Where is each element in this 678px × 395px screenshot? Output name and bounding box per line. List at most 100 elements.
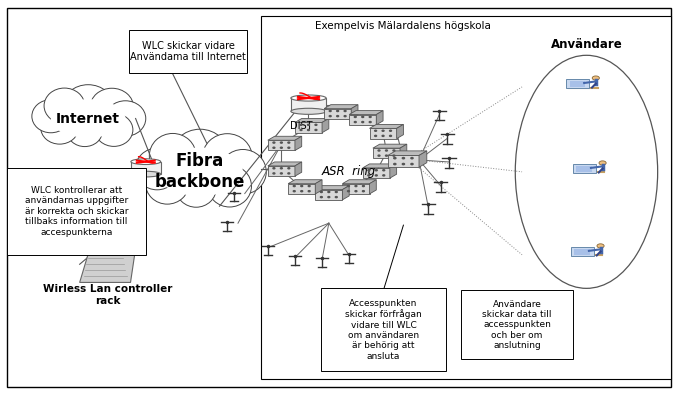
Circle shape [273,142,275,143]
Polygon shape [324,105,358,109]
Circle shape [294,191,295,192]
Circle shape [383,175,384,176]
Polygon shape [370,124,403,128]
Polygon shape [342,184,370,194]
Text: Fibra
backbone: Fibra backbone [155,152,245,191]
Ellipse shape [170,129,230,186]
Polygon shape [315,190,342,200]
FancyBboxPatch shape [321,288,446,371]
Polygon shape [363,164,397,168]
Polygon shape [351,105,358,119]
Ellipse shape [44,96,132,141]
Ellipse shape [515,55,658,288]
Circle shape [368,175,370,176]
Polygon shape [315,186,349,190]
Circle shape [394,164,396,165]
Ellipse shape [291,108,326,114]
Circle shape [288,168,290,169]
Polygon shape [295,136,302,150]
Polygon shape [268,140,295,150]
Polygon shape [288,180,322,184]
Circle shape [330,116,331,117]
Polygon shape [370,128,397,139]
FancyBboxPatch shape [261,16,671,379]
Polygon shape [388,151,427,156]
Circle shape [300,124,302,125]
FancyBboxPatch shape [566,79,589,88]
Circle shape [402,164,405,165]
Polygon shape [390,164,397,178]
FancyBboxPatch shape [291,98,326,111]
Circle shape [344,116,346,117]
Circle shape [363,191,364,192]
FancyBboxPatch shape [571,247,594,256]
Circle shape [382,130,384,131]
Circle shape [390,135,391,136]
Circle shape [288,173,290,174]
Polygon shape [80,237,136,248]
Circle shape [378,155,380,156]
Ellipse shape [90,88,134,126]
Ellipse shape [32,100,70,133]
Polygon shape [324,109,351,119]
Polygon shape [397,124,403,139]
Ellipse shape [44,88,85,124]
Text: Internet: Internet [56,111,120,126]
Text: Wirless Lan controller
rack: Wirless Lan controller rack [43,284,172,306]
Circle shape [348,191,349,192]
Circle shape [273,173,275,174]
Circle shape [355,191,357,192]
FancyBboxPatch shape [131,162,161,174]
Ellipse shape [131,159,161,164]
Polygon shape [419,151,427,167]
Text: WLC skickar vidare
Användama till Internet: WLC skickar vidare Användama till Intern… [130,41,246,62]
Circle shape [378,150,380,151]
Circle shape [592,76,599,80]
FancyBboxPatch shape [573,164,596,173]
Text: Exempelvis Mälardalens högskola: Exempelvis Mälardalens högskola [315,21,492,31]
Circle shape [281,147,282,148]
Ellipse shape [136,148,179,190]
Text: Accesspunkten
skickar förfrågan
vidare till WLC
om användaren
är behörig att
ans: Accesspunkten skickar förfrågan vidare t… [345,299,422,361]
Ellipse shape [202,134,252,181]
Circle shape [288,142,290,143]
Polygon shape [376,111,383,125]
Circle shape [328,197,330,198]
Polygon shape [388,156,419,167]
Circle shape [375,135,376,136]
Ellipse shape [145,162,189,204]
FancyBboxPatch shape [7,168,146,255]
Ellipse shape [105,101,146,136]
Circle shape [273,168,275,169]
Ellipse shape [220,149,266,194]
Circle shape [368,170,370,171]
Polygon shape [342,186,349,200]
Circle shape [281,142,282,143]
Polygon shape [268,136,302,140]
Circle shape [390,130,391,131]
Circle shape [386,155,387,156]
FancyBboxPatch shape [570,81,585,87]
Polygon shape [349,115,376,125]
Polygon shape [322,118,329,133]
FancyBboxPatch shape [574,249,590,254]
Circle shape [308,191,310,192]
Polygon shape [370,180,376,194]
Ellipse shape [131,171,161,177]
Circle shape [393,150,395,151]
Ellipse shape [149,143,251,201]
Polygon shape [80,248,136,282]
Ellipse shape [51,99,125,138]
Polygon shape [342,180,376,184]
Circle shape [376,175,377,176]
Polygon shape [295,118,329,122]
Polygon shape [373,144,407,148]
Polygon shape [295,122,322,133]
FancyBboxPatch shape [461,290,573,359]
Circle shape [337,116,338,117]
Ellipse shape [176,169,216,207]
Circle shape [315,124,317,125]
Polygon shape [400,144,407,158]
Circle shape [301,191,302,192]
Circle shape [386,150,387,151]
